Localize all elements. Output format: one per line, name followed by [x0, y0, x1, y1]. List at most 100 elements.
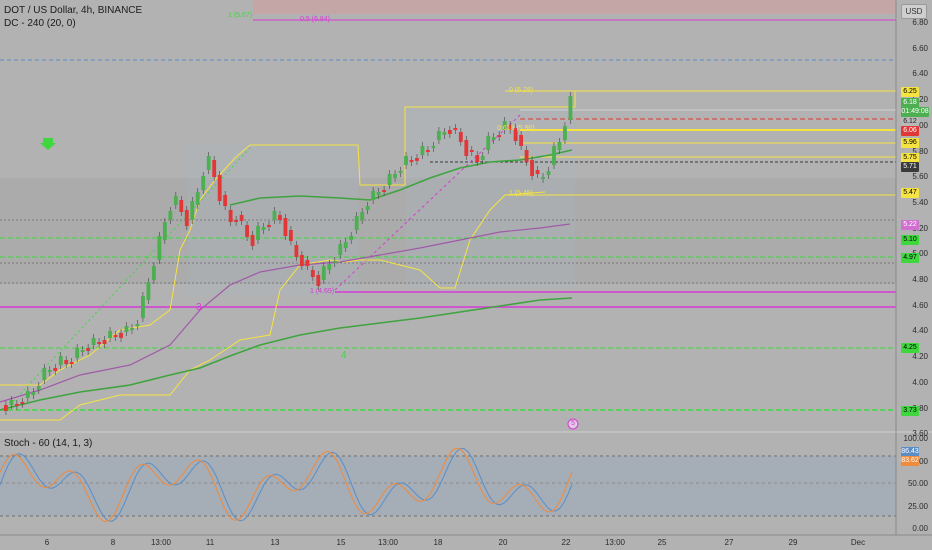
candle	[420, 146, 425, 155]
price-tag: 5.22	[901, 220, 919, 230]
down-arrow-icon[interactable]	[40, 138, 56, 150]
candle	[9, 400, 14, 405]
candle	[453, 128, 458, 130]
stoch-band	[0, 456, 896, 516]
candle	[75, 348, 80, 358]
candle	[535, 170, 540, 174]
price-axis-label: 6.80	[912, 18, 928, 27]
candle	[354, 216, 359, 230]
donchian-lower	[0, 191, 546, 421]
currency-button[interactable]: USD	[901, 4, 927, 19]
candle	[173, 196, 178, 205]
candle	[431, 146, 436, 148]
candle	[327, 264, 332, 270]
indicator-label[interactable]: DC - 240 (20, 0)	[4, 18, 76, 29]
candle	[206, 156, 211, 170]
candle	[524, 150, 529, 162]
event-icon[interactable]	[567, 418, 579, 430]
candle	[58, 356, 63, 365]
candle	[568, 96, 573, 120]
candle	[497, 135, 502, 137]
candle	[316, 275, 321, 286]
candle	[102, 340, 107, 344]
candle	[228, 210, 233, 222]
candle	[86, 348, 91, 351]
price-axis-label: 5.60	[912, 172, 928, 182]
price-axis-label: 4.40	[912, 326, 928, 336]
candle	[360, 212, 365, 220]
candle	[31, 392, 36, 395]
candle	[190, 201, 195, 220]
time-axis-label: 25	[657, 538, 667, 547]
candle	[42, 368, 47, 380]
candle	[475, 155, 480, 162]
candle	[332, 261, 337, 263]
candle	[272, 211, 277, 220]
candle	[234, 220, 239, 222]
price-tag: 6.18	[901, 98, 919, 108]
candle	[321, 266, 326, 280]
candlestick-series	[4, 92, 573, 415]
price-tag: 6.12	[901, 117, 919, 127]
donchian-fill-2	[405, 107, 575, 287]
price-axis-label: 6.40	[912, 69, 928, 79]
price-axis-label: 4.80	[912, 275, 928, 284]
ma-fast-green	[0, 297, 573, 411]
candle	[464, 140, 469, 156]
time-axis-label: 13:00	[150, 538, 172, 547]
candle	[250, 235, 255, 246]
candle	[261, 227, 266, 230]
candle	[278, 215, 282, 220]
price-tag: 6.06	[901, 126, 919, 136]
osc-tag: 86.43	[901, 447, 919, 457]
oscillator-label[interactable]: Stoch - 60 (14, 1, 3)	[4, 438, 93, 449]
candle	[557, 142, 562, 150]
price-axis-label: 6.00	[912, 120, 928, 130]
candle	[343, 242, 348, 248]
fib-label-628: 0 (6.28)	[509, 87, 534, 94]
candle	[294, 245, 299, 257]
price-tag: 5.47	[901, 188, 919, 198]
candle	[289, 230, 293, 241]
candle	[157, 236, 162, 260]
stoch-line	[0, 447, 573, 522]
candle	[502, 121, 507, 130]
price-axis-label: 5.20	[912, 223, 928, 233]
time-axis-label: 8	[110, 538, 116, 547]
candle	[195, 192, 200, 205]
range-box	[0, 178, 896, 284]
price-tag: 01:49:08	[901, 107, 929, 117]
candle	[4, 405, 8, 411]
symbol-title[interactable]: DOT / US Dollar, 4h, BINANCE	[4, 5, 143, 16]
time-axis-label: 15	[336, 538, 346, 547]
candle	[458, 132, 463, 142]
candle	[387, 174, 392, 185]
event-icon-label: 5	[571, 420, 575, 427]
candle	[299, 255, 304, 266]
candle	[36, 386, 41, 390]
candle	[398, 171, 403, 173]
wave-label-3: 3	[196, 302, 202, 313]
time-axis-label: 13:00	[377, 538, 399, 547]
candle	[376, 192, 381, 195]
candle	[415, 158, 419, 161]
fib-label-590: 0.618 (5.90)	[497, 125, 535, 132]
candle	[256, 226, 260, 240]
fib-label-545: 1 (5.45)	[509, 190, 534, 197]
price-axis-label: 6.60	[912, 43, 928, 53]
osc-axis-label: 0.00	[912, 524, 928, 533]
candle	[91, 338, 96, 345]
candle	[212, 160, 217, 177]
candle	[393, 174, 397, 178]
osc-axis-label: 25.00	[907, 501, 928, 511]
candle	[365, 206, 370, 210]
candle	[382, 190, 387, 192]
candle	[119, 333, 123, 338]
candle	[124, 326, 129, 332]
stoch-line	[0, 447, 573, 522]
candle	[513, 128, 518, 141]
candle	[20, 402, 25, 404]
candle	[552, 146, 556, 165]
candle	[168, 211, 173, 220]
